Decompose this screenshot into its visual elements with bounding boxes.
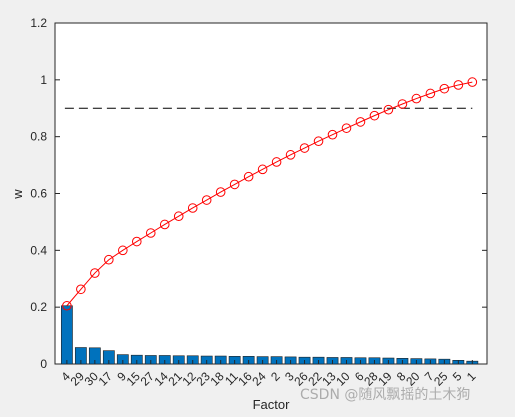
- cumulative-marker: [285, 150, 296, 160]
- cumulative-marker: [439, 83, 450, 94]
- y-axis-label: w: [10, 189, 25, 200]
- cumulative-marker: [453, 80, 464, 90]
- cumulative-marker: [76, 284, 86, 295]
- cumulative-marker: [145, 228, 156, 238]
- x-tick-label: 5: [450, 369, 465, 384]
- y-tick-label: 1: [40, 73, 47, 87]
- plot-area: [54, 22, 488, 365]
- cumulative-marker: [201, 195, 212, 205]
- y-tick-label: 0: [40, 357, 47, 371]
- watermark-text: CSDN @随风飘摇的土木狗: [300, 387, 471, 403]
- cumulative-marker: [104, 254, 114, 265]
- x-tick-label: 1: [464, 369, 479, 384]
- y-tick-label: 0.2: [30, 300, 47, 314]
- cumulative-marker: [229, 179, 240, 190]
- y-tick-label: 0.4: [30, 243, 47, 257]
- cumulative-marker: [411, 93, 422, 104]
- cumulative-marker: [243, 171, 254, 182]
- x-tick-label: 17: [96, 369, 116, 389]
- y-axis: 0 0.2 0.4 0.6 0.8 1 1.2: [30, 16, 487, 371]
- cumulative-marker: [271, 157, 282, 167]
- cumulative-marker: [118, 245, 128, 256]
- cumulative-marker: [425, 88, 436, 99]
- cumulative-marker: [215, 187, 226, 197]
- cumulative-marker: [131, 236, 142, 247]
- cumulative-marker: [173, 211, 184, 222]
- cumulative-marker: [341, 123, 352, 133]
- x-axis-label: Factor: [253, 397, 291, 412]
- cumulative-line: [66, 81, 473, 307]
- cumulative-marker: [187, 203, 198, 213]
- cumulative-marker: [159, 219, 170, 230]
- cumulative-marker: [257, 164, 268, 175]
- cumulative-marker: [62, 300, 72, 311]
- y-tick-label: 1.2: [30, 16, 47, 30]
- cumulative-marker: [299, 143, 310, 153]
- x-tick-label: 2: [268, 369, 283, 384]
- y-tick-label: 0.8: [30, 130, 47, 144]
- cumulative-marker: [383, 104, 394, 115]
- cumulative-marker: [313, 136, 324, 147]
- cumulative-marker: [355, 117, 366, 127]
- cumulative-series: [62, 77, 478, 311]
- cumulative-marker: [327, 129, 338, 140]
- x-tick-label: 24: [249, 369, 269, 389]
- bar: [60, 305, 73, 365]
- cumulative-marker: [467, 77, 478, 87]
- cumulative-marker: [369, 110, 380, 121]
- cumulative-marker: [90, 268, 100, 278]
- cumulative-marker: [397, 99, 408, 109]
- y-tick-label: 0.6: [30, 187, 47, 201]
